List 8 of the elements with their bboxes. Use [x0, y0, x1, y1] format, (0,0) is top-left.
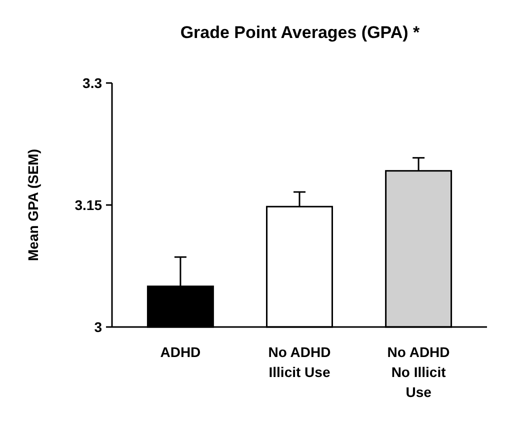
y-axis-title: Mean GPA (SEM): [25, 148, 41, 262]
chart-title: Grade Point Averages (GPA) *: [180, 23, 420, 42]
y-tick-label: 3.3: [82, 74, 102, 91]
x-tick-label: ADHD: [160, 344, 201, 360]
y-tick-label: 3.15: [74, 196, 102, 213]
x-tick-label: No ADHD Illicit Use: [268, 344, 331, 380]
y-tick-label: 3: [94, 318, 102, 335]
x-tick-label: No ADHD No Illicit Use: [387, 344, 450, 400]
